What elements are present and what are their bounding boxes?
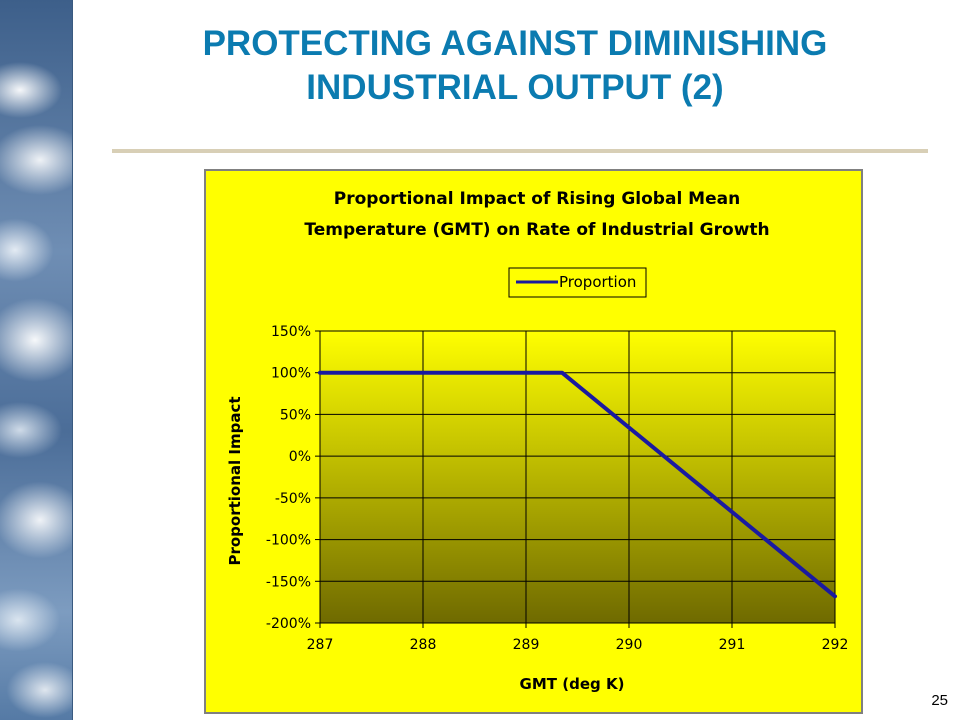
slide-title: PROTECTING AGAINST DIMINISHING INDUSTRIA… [100, 22, 930, 110]
slide-title-line1: PROTECTING AGAINST DIMINISHING [202, 24, 828, 63]
title-divider [112, 149, 928, 153]
series-line-proportion [318, 370, 837, 599]
y-tick-label: -200% [266, 616, 311, 632]
y-tick-label: -50% [275, 491, 311, 507]
y-tick-label: 0% [289, 449, 311, 465]
x-axis-label: GMT (deg K) [520, 675, 625, 693]
x-tick-label: 289 [513, 637, 540, 653]
y-axis-label: Proportional Impact [226, 396, 244, 565]
x-tick-label: 290 [616, 637, 643, 653]
grid [319, 330, 836, 624]
line-chart: Proportional Impact of Rising Global Mea… [226, 189, 849, 693]
x-tick-label: 288 [410, 637, 437, 653]
chart-title-line2: Temperature (GMT) on Rate of Industrial … [304, 220, 769, 240]
x-tick-label: 292 [822, 637, 849, 653]
legend: Proportion [508, 267, 647, 298]
y-tick-label: 50% [280, 407, 311, 423]
y-axis: 150% 100% 50% 0% -50% -100% -150% -200% [266, 324, 320, 632]
y-tick-label: -100% [266, 533, 311, 549]
legend-label: Proportion [559, 273, 636, 291]
page-number: 25 [931, 692, 948, 709]
x-axis: 287 288 289 290 291 292 [307, 623, 849, 653]
series-group [318, 370, 837, 599]
chart-panel: Proportional Impact of Rising Global Mea… [204, 169, 863, 714]
sky-background-strip [0, 0, 73, 720]
y-tick-label: 150% [271, 324, 311, 340]
plot-area [319, 330, 836, 624]
y-tick-label: 100% [271, 366, 311, 382]
x-tick-label: 291 [719, 637, 746, 653]
slide-title-line2: INDUSTRIAL OUTPUT (2) [306, 68, 724, 107]
x-tick-label: 287 [307, 637, 334, 653]
y-tick-label: -150% [266, 574, 311, 590]
chart-title-line1: Proportional Impact of Rising Global Mea… [334, 189, 740, 209]
